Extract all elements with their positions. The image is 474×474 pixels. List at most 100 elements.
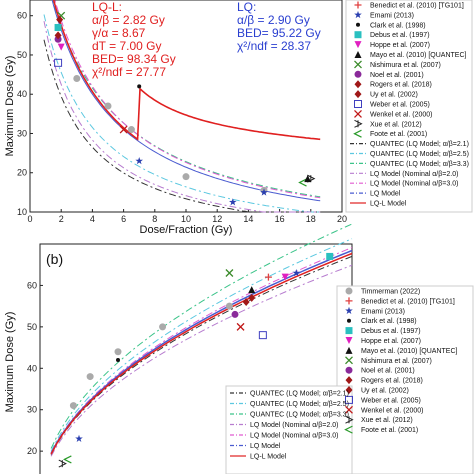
legend-swatch	[345, 405, 353, 414]
legend-swatch	[345, 306, 353, 315]
data-point	[304, 175, 312, 183]
legend-entry: Weber et al. (2005)	[370, 102, 430, 109]
curve-line	[50, 252, 353, 455]
data-point	[57, 43, 65, 51]
legend-entry: Weber et al. (2005)	[361, 397, 421, 404]
legend-entry: Wenkel et al. (2000)	[361, 407, 424, 414]
x-tick-label: 6	[121, 214, 126, 224]
legend-swatch	[354, 1, 362, 9]
y-tick-label: 40	[27, 363, 37, 373]
y-tick-label: 20	[27, 446, 37, 456]
legend-entry: Nishimura et al. (2007)	[370, 62, 441, 69]
legend-entry: Benedict et al. (2010) [TG101]	[370, 3, 464, 10]
data-point	[127, 126, 135, 134]
legend-swatch	[345, 376, 353, 385]
data-point	[260, 188, 268, 196]
lq-line-0: LQ:	[237, 0, 256, 14]
lql-annotation: LQ-L: α/β = 2.82 Gy γ/α = 8.67 dT = 7.00…	[92, 0, 176, 79]
legend-entry: Rogers et al. (2018)	[361, 378, 423, 385]
legend-entry: Benedict et al. (2010) [TG101]	[361, 298, 455, 305]
lql-line-2: γ/α = 8.67	[92, 26, 146, 40]
legend-swatch	[354, 90, 362, 99]
y-tick-label: 60	[17, 11, 27, 21]
y-tick-label: 30	[27, 405, 37, 415]
legend-entry: Rogers et al. (2018)	[370, 82, 432, 89]
data-point	[114, 348, 122, 356]
legend-entry: Noel et al. (2001)	[361, 368, 415, 375]
panel-a-ticks: 0 2 4 6 8 10 12 14 16 18 20 10 20 30 40 50 60	[17, 11, 347, 224]
panel-a-curves	[43, 0, 321, 213]
curve-line	[50, 264, 353, 457]
legend-entry: QUANTEC (LQ Model; α/β=3.3)	[250, 412, 349, 419]
data-point	[86, 373, 94, 381]
data-point	[225, 302, 233, 310]
panel-b-points	[58, 252, 334, 468]
legend-box-lower	[225, 385, 353, 474]
legend-swatch	[345, 327, 353, 335]
legend-entry: Wenkel et al. (2000)	[370, 111, 433, 118]
data-point	[54, 58, 63, 67]
legend-entry: Emami (2013)	[370, 12, 414, 19]
legend-swatch	[344, 425, 353, 434]
panel-b: (b) 20 30 40 50 60 Maximum Dose (Gy) Timmerm…	[4, 223, 474, 474]
panel-a-ylabel: Maximum Dose (Gy)	[4, 56, 16, 157]
data-point	[104, 102, 112, 110]
data-point	[231, 310, 239, 318]
data-point	[54, 31, 62, 40]
legend-entry: Debus et al. (1997)	[361, 328, 421, 335]
legend-swatch	[345, 297, 353, 305]
legend-swatch	[354, 80, 362, 89]
data-point	[69, 402, 77, 410]
data-point	[258, 331, 267, 340]
legend-entry: LQ-L Model	[370, 201, 407, 208]
curve-line	[50, 238, 353, 452]
lq-line-1: α/β = 2.90 Gy	[237, 13, 310, 27]
data-point	[242, 298, 250, 306]
lql-line-5: χ²/ndf = 27.77	[92, 65, 166, 79]
legend-entry: Xue et al. (2012)	[361, 417, 413, 424]
panel-b-legend: Timmerman (2022) Benedict et al. (2010) […	[225, 285, 474, 474]
data-point	[75, 434, 83, 442]
legend-entry: LQ Model (Nominal α/β=2.0)	[250, 422, 338, 429]
legend-box	[345, 0, 473, 213]
curve-line	[50, 223, 353, 449]
legend-entry: Clark et al. (1998)	[370, 22, 426, 29]
data-point	[119, 125, 128, 134]
lql-line-4: BED= 98.34 Gy	[92, 52, 176, 66]
legend-entry: LQ-L Model	[250, 454, 287, 461]
legend-swatch	[347, 318, 351, 323]
x-tick-label: 12	[212, 214, 222, 224]
panel-a-legend: Benedict et al. (2010) [TG101] Emami (201…	[345, 0, 473, 213]
curve-line	[51, 0, 321, 202]
legend-swatch	[345, 356, 353, 365]
legend-entry: LQ Model	[370, 191, 401, 198]
legend-entry: Timmerman (2022)	[361, 289, 420, 296]
legend-swatch	[354, 31, 362, 39]
y-tick-label: 60	[27, 280, 37, 290]
legend-swatch	[345, 337, 353, 344]
legend-entry: Noel et al. (2001)	[370, 72, 424, 79]
y-tick-label: 20	[17, 168, 27, 178]
legend-entry: Mayo et al. (2010) [QUANTEC]	[361, 348, 458, 355]
legend-swatch	[356, 22, 360, 27]
lq-line-2: BED= 95.22 Gy	[237, 26, 321, 40]
legend-swatch	[345, 386, 353, 394]
y-tick-label: 10	[17, 207, 27, 217]
legend-swatch	[354, 41, 362, 49]
legend-swatch	[354, 100, 362, 108]
legend-swatch	[354, 109, 362, 118]
panel-a-points	[54, 11, 316, 206]
curve-line	[54, 0, 321, 199]
data-point	[326, 252, 334, 260]
curve-line	[43, 20, 321, 213]
x-tick-label: 0	[27, 214, 32, 224]
legend-swatch	[354, 70, 362, 78]
lq-annotation: LQ: α/β = 2.90 Gy BED= 95.22 Gy χ²/ndf =…	[237, 0, 321, 53]
panel-b-curves	[50, 223, 353, 457]
curve-line	[50, 255, 353, 455]
legend-swatch	[345, 366, 353, 374]
lql-line-3: dT = 7.00 Gy	[92, 39, 162, 53]
legend-entry: QUANTEC (LQ Model; α/β=3.3)	[370, 161, 469, 168]
legend-entry: QUANTEC (LQ Model; α/β=2.1)	[370, 141, 469, 148]
panel-b-ylabel: Maximum Dose (Gy)	[4, 312, 16, 413]
